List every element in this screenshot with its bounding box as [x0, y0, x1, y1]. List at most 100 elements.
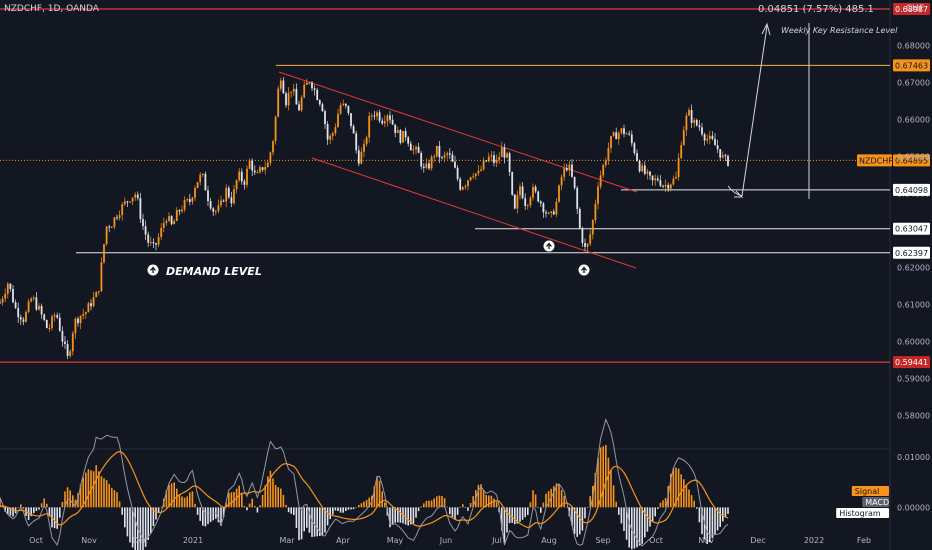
candle-body [246, 168, 248, 185]
histogram-bar [118, 501, 121, 508]
candle-body [178, 210, 181, 212]
candle-body [698, 125, 701, 128]
candle-body [0, 302, 1, 304]
macd-legend-label: Histogram [839, 509, 881, 518]
histogram-bar [111, 487, 113, 508]
histogram-bar [459, 507, 461, 508]
candle-body [495, 159, 498, 163]
histogram-bar [594, 472, 597, 508]
level-label-text: 0.68987 [895, 5, 928, 14]
time-tick-label: Mar [279, 536, 295, 545]
candle-body [493, 155, 495, 163]
histogram-bar [664, 497, 667, 508]
histogram-bar [290, 507, 292, 514]
candle-body [363, 144, 365, 152]
candle-body [69, 351, 72, 356]
histogram-bar [373, 486, 376, 508]
candle-body [438, 145, 441, 158]
candle-body [454, 161, 456, 168]
histogram-bar [0, 498, 1, 508]
candle-body [524, 198, 527, 206]
histogram-bar [126, 507, 129, 537]
histogram-bar [672, 468, 675, 508]
candle-body [714, 138, 716, 146]
histogram-bar [662, 500, 664, 508]
histogram-bar [150, 507, 152, 534]
candle-body [64, 341, 66, 344]
candle-body [706, 138, 709, 141]
histogram-bar [87, 469, 90, 508]
candle-body [61, 330, 64, 342]
histogram-bar [334, 507, 337, 511]
candle-body [136, 194, 139, 199]
time-tick-label: Oct [29, 536, 43, 545]
histogram-bar [303, 507, 305, 532]
histogram-bar [560, 490, 563, 508]
candle-body [100, 262, 103, 292]
histogram-bar [259, 505, 261, 508]
candle-body [402, 130, 404, 143]
candle-body [77, 318, 79, 324]
histogram-bar [274, 485, 277, 508]
histogram-bar [160, 506, 162, 508]
histogram-bar [165, 490, 168, 508]
histogram-bar [612, 485, 615, 508]
candle-body [563, 168, 566, 177]
histogram-bar [246, 507, 248, 511]
candle-body [48, 328, 51, 330]
histogram-bar [430, 500, 433, 508]
histogram-bar [61, 502, 64, 508]
level-label-box [893, 59, 930, 72]
histogram-bar [105, 480, 108, 508]
histogram-bar [628, 507, 630, 548]
histogram-bar [597, 458, 599, 508]
histogram-bar [688, 489, 690, 508]
histogram-bar [438, 495, 441, 508]
histogram-bar [238, 485, 240, 508]
candle-body [324, 111, 326, 125]
candle-body [526, 205, 529, 207]
histogram-bar [456, 507, 459, 515]
histogram-bar [714, 507, 716, 535]
histogram-bar [199, 507, 201, 521]
candle-body [599, 175, 602, 187]
histogram-bar [417, 507, 420, 512]
histogram-bar [443, 498, 446, 508]
histogram-bar [337, 507, 339, 512]
histogram-bar [540, 507, 542, 513]
histogram-bar [131, 507, 134, 548]
candle-body [586, 243, 589, 247]
histogram-bar [537, 507, 539, 508]
histogram-bar [326, 507, 329, 526]
histogram-bar [420, 506, 422, 508]
candle-body [469, 177, 472, 181]
candle-body [498, 157, 501, 160]
histogram-bar [217, 507, 220, 523]
candle-body [45, 319, 48, 329]
candle-body [27, 301, 30, 312]
level-label-text: 0.64098 [895, 186, 928, 195]
price-tick-label: 0.58000 [897, 411, 930, 420]
histogram-bar [389, 507, 391, 528]
candle-body [282, 80, 285, 94]
histogram-bar [116, 492, 118, 508]
candle-body [360, 151, 363, 164]
histogram-bar [690, 495, 693, 508]
candle-body [175, 210, 178, 222]
histogram-bar [602, 446, 604, 508]
histogram-bar [355, 507, 357, 508]
time-tick-label: 2022 [804, 536, 824, 545]
candle-body [703, 134, 706, 141]
candle-body [578, 208, 581, 229]
histogram-bar [350, 507, 352, 510]
histogram-bar [683, 479, 685, 508]
candle-body [615, 132, 618, 140]
time-tick-label: Apr [336, 536, 351, 545]
histogram-bar [95, 465, 97, 508]
histogram-bar [261, 494, 264, 508]
time-tick-label: Sep [595, 536, 610, 545]
candle-body [22, 319, 25, 322]
histogram-bar [225, 502, 227, 508]
candle-body [230, 197, 233, 204]
